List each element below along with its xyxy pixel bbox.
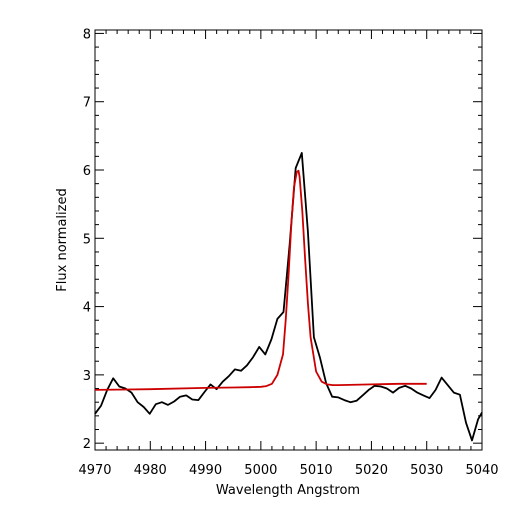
y-tick-label: 6 xyxy=(83,164,91,179)
y-tick-label: 2 xyxy=(83,437,91,452)
series-layer xyxy=(94,151,483,442)
x-tick-label: 5020 xyxy=(355,463,388,478)
x-tick-label: 4990 xyxy=(189,463,222,478)
x-tick-label: 5010 xyxy=(300,463,333,478)
x-tick-label: 5000 xyxy=(244,463,277,478)
y-tick-label: 8 xyxy=(83,27,91,42)
y-tick-label: 4 xyxy=(83,301,91,316)
x-tick-label: 5040 xyxy=(465,463,498,478)
y-tick-label: 5 xyxy=(83,232,91,247)
y-axis-label: Flux normalized xyxy=(55,188,70,291)
plot-frame xyxy=(94,29,483,451)
observed-series-line xyxy=(94,151,483,442)
x-tick-label: 4980 xyxy=(134,463,167,478)
y-tick-label: 7 xyxy=(83,96,91,111)
x-tick-label: 5030 xyxy=(410,463,443,478)
tick-labels: 4970 4980 4990 5000 5010 5020 5030 5040 2 3 4 5 6 7 8 xyxy=(78,27,498,478)
fit-series-line xyxy=(94,169,427,391)
y-tick-label: 3 xyxy=(83,369,91,384)
x-axis-label: Wavelength Angstrom xyxy=(216,483,360,498)
axis-ticks xyxy=(94,30,483,450)
x-tick-label: 4970 xyxy=(78,463,111,478)
